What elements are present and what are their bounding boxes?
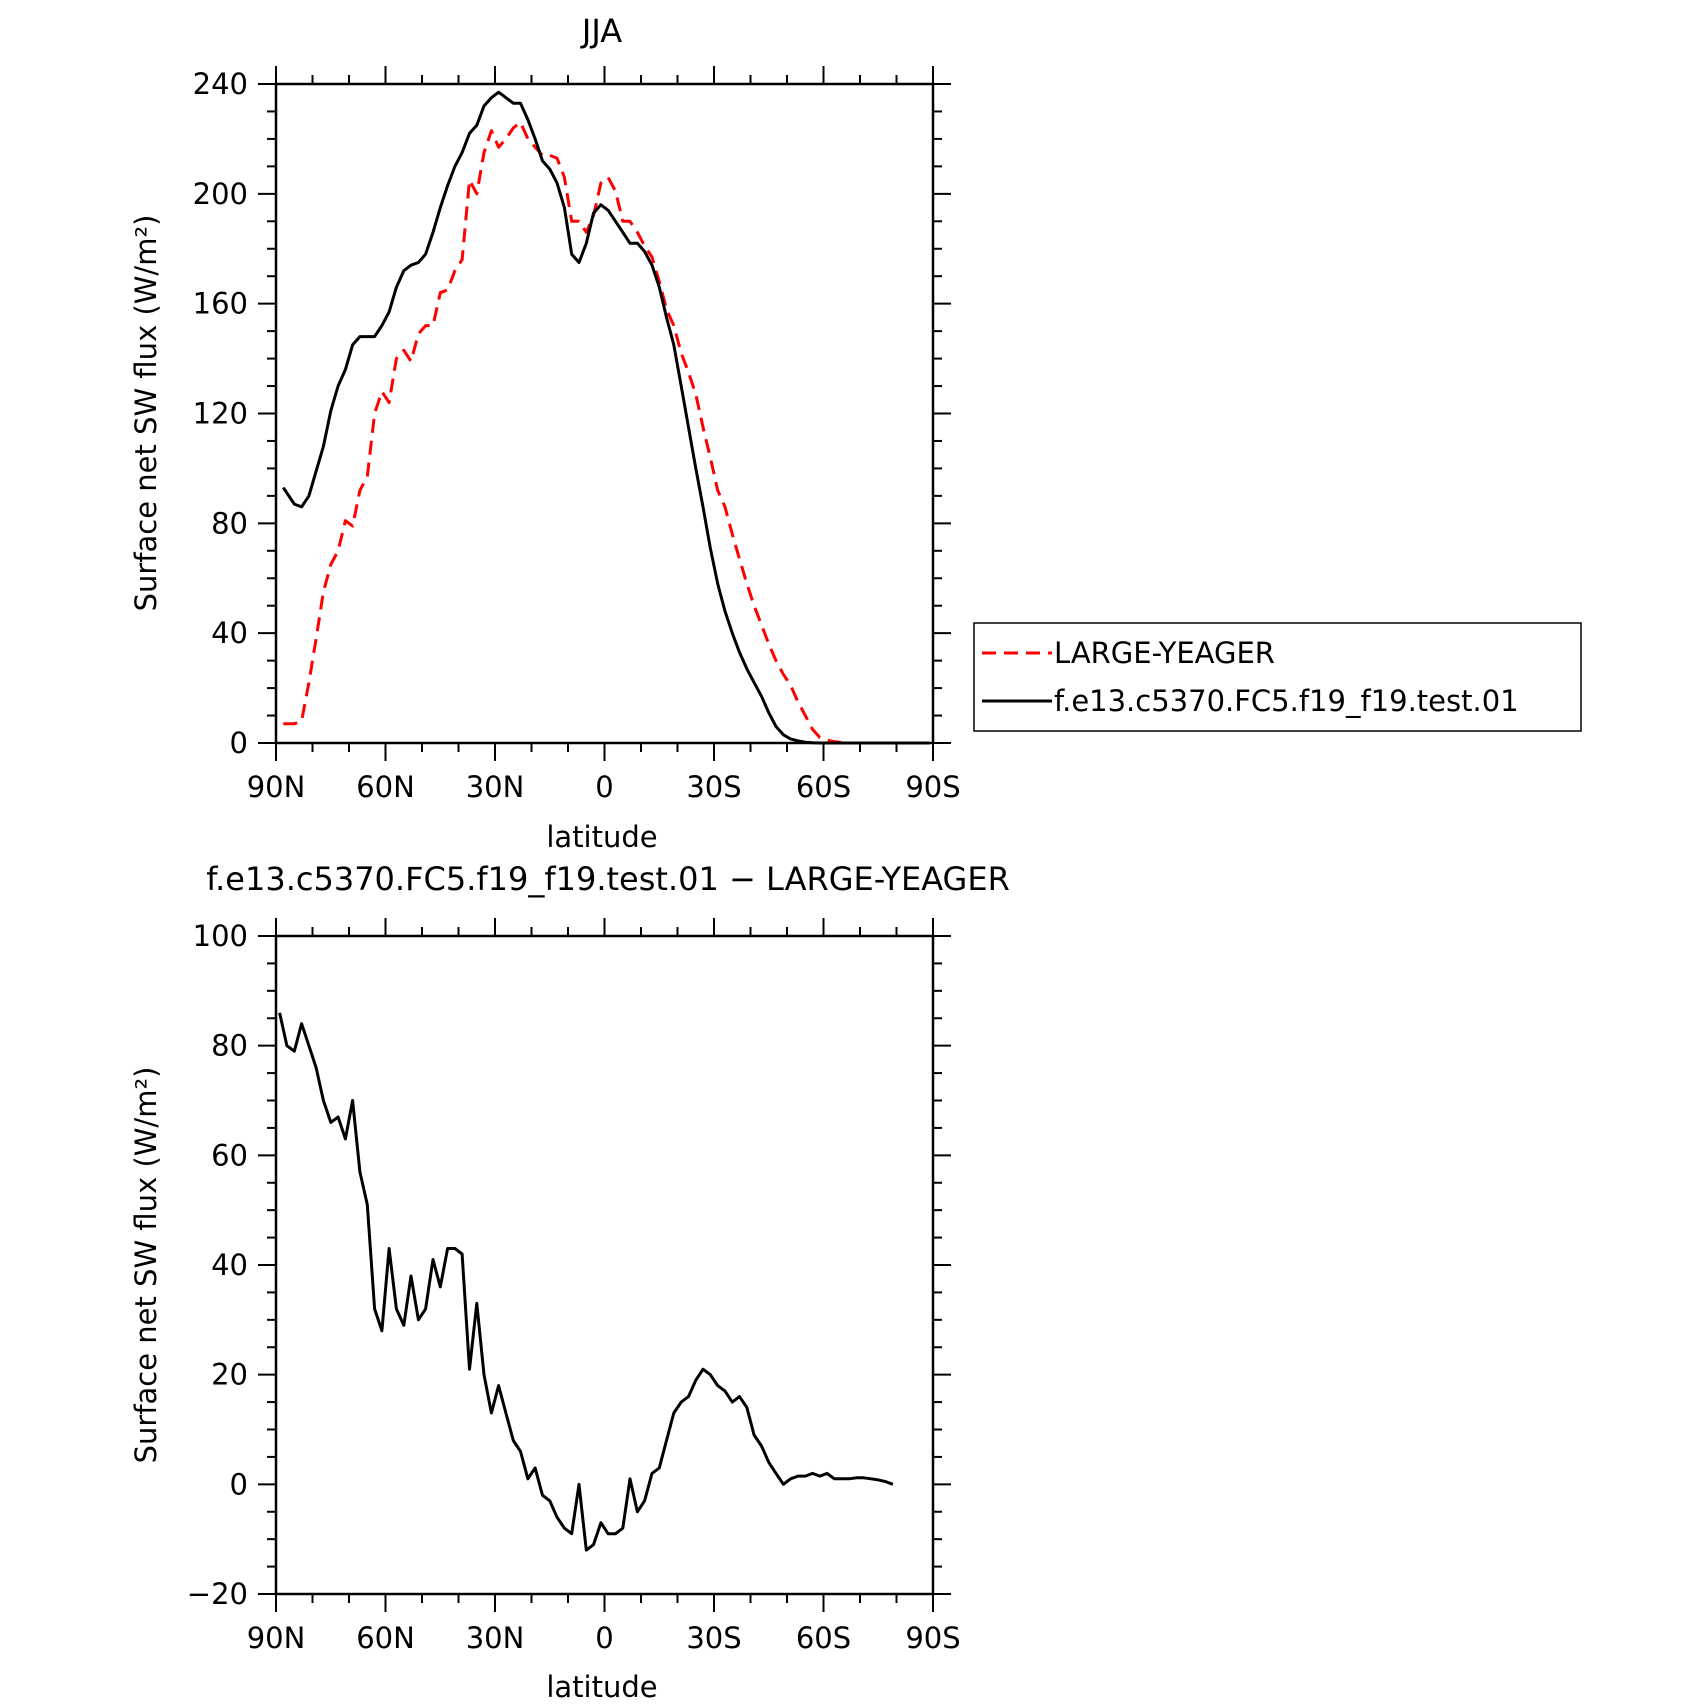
x-tick-label: 0 <box>595 770 613 804</box>
x-tick-label: 30N <box>466 1621 525 1655</box>
y-tick-label: 80 <box>211 506 248 540</box>
series-line-large-yeager <box>283 120 930 745</box>
bottom-panel: f.e13.c5370.FC5.f19_f19.test.01 − LARGE-… <box>129 860 1010 1704</box>
y-tick-label: −20 <box>187 1577 248 1611</box>
top-chart-title: JJA <box>580 12 622 50</box>
top-plot-frame <box>274 82 935 745</box>
y-tick-label: 60 <box>211 1138 248 1172</box>
top-x-axis-title: latitude <box>546 820 657 854</box>
bottom-chart-title: f.e13.c5370.FC5.f19_f19.test.01 − LARGE-… <box>206 860 1010 898</box>
x-tick-label: 60N <box>356 770 415 804</box>
series-line-difference <box>278 1012 894 1552</box>
top-x-axis: 90N 60N 30N 0 30S 60S 90S <box>247 66 961 804</box>
legend-label-model: f.e13.c5370.FC5.f19_f19.test.01 <box>1054 684 1519 718</box>
y-tick-label: 0 <box>230 1467 248 1501</box>
y-tick-label: 20 <box>211 1358 248 1392</box>
x-tick-label: 90N <box>247 770 306 804</box>
bottom-x-axis: 90N 60N 30N 0 30S 60S 90S <box>247 918 961 1655</box>
x-tick-label: 90S <box>905 1621 960 1655</box>
bottom-series-group <box>278 1012 894 1552</box>
bottom-plot-frame <box>274 934 935 1596</box>
x-tick-label: 0 <box>595 1621 613 1655</box>
bottom-x-axis-title: latitude <box>546 1670 657 1704</box>
top-y-axis-title: Surface net SW flux (W/m²) <box>129 215 163 612</box>
x-tick-label: 30N <box>466 770 525 804</box>
y-tick-label: 40 <box>211 616 248 650</box>
x-tick-label: 30S <box>686 1621 741 1655</box>
legend-box <box>973 622 1582 732</box>
x-tick-label: 90S <box>905 770 960 804</box>
y-tick-label: 120 <box>193 397 248 431</box>
y-tick-label: 100 <box>193 919 248 953</box>
top-y-axis: 0 40 80 120 160 200 240 <box>193 67 951 760</box>
y-tick-label: 240 <box>193 67 248 101</box>
bottom-y-axis-title: Surface net SW flux (W/m²) <box>129 1067 163 1464</box>
x-tick-label: 60S <box>796 770 851 804</box>
y-tick-label: 160 <box>193 287 248 321</box>
legend-label-large-yeager: LARGE-YEAGER <box>1054 636 1275 670</box>
x-tick-label: 60S <box>796 1621 851 1655</box>
bottom-y-axis: −20 0 20 40 60 80 100 <box>187 919 951 1611</box>
y-tick-label: 80 <box>211 1029 248 1063</box>
y-tick-label: 40 <box>211 1248 248 1282</box>
top-series-group <box>282 90 930 745</box>
x-tick-label: 60N <box>356 1621 415 1655</box>
x-tick-label: 30S <box>686 770 741 804</box>
series-line-model <box>282 90 930 745</box>
y-tick-label: 200 <box>193 177 248 211</box>
x-tick-label: 90N <box>247 1621 306 1655</box>
legend: LARGE-YEAGER f.e13.c5370.FC5.f19_f19.tes… <box>973 622 1582 732</box>
y-tick-label: 0 <box>230 726 248 760</box>
